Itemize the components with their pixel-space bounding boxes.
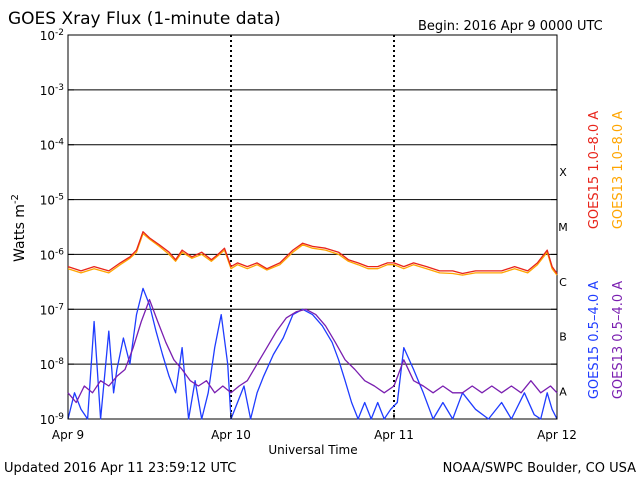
class-label-B: B (559, 331, 567, 344)
y-axis-title: Watts m-2 (10, 194, 28, 262)
xtick-label-0: Apr 9 (52, 428, 84, 442)
ytick-label--3: 10-3 (40, 83, 64, 98)
class-label-A: A (559, 386, 567, 399)
series-line-2 (67, 287, 558, 420)
flare-class-labels: X M C B A (558, 166, 568, 398)
class-label-X: X (559, 166, 567, 179)
ytick-label--9: 10-9 (40, 412, 65, 427)
legend: GOES15 1.0–8.0 A GOES13 1.0–8.0 A GOES15 0… (587, 111, 626, 399)
series-line-0 (67, 231, 558, 275)
class-label-C: C (559, 276, 567, 289)
series-layer (67, 231, 558, 420)
ytick-label--6: 10-6 (40, 247, 65, 262)
series-line-3 (67, 298, 558, 404)
ytick-label--4: 10-4 (40, 138, 65, 153)
series-line-1 (67, 232, 558, 276)
legend-entry-1: GOES13 1.0–8.0 A (611, 111, 626, 229)
day-dividers (230, 35, 395, 419)
legend-entry-2: GOES15 0.5–4.0 A (587, 281, 602, 399)
updated-timestamp: Updated 2016 Apr 11 23:59:12 UTC (4, 461, 236, 476)
gridlines (68, 89, 557, 365)
x-axis-title: Universal Time (268, 443, 357, 457)
x-ticks: Apr 9 Apr 10 Apr 11 Apr 12 (52, 413, 577, 442)
ytick-label--2: 10-2 (40, 28, 64, 43)
plot-frame (67, 34, 558, 420)
ytick-label--8: 10-8 (40, 357, 65, 372)
begin-time: Begin: 2016 Apr 9 0000 UTC (418, 19, 603, 34)
y-axis-label-exp: -2 (10, 194, 21, 204)
xtick-label-2: Apr 11 (374, 428, 414, 442)
ytick-label--7: 10-7 (40, 302, 64, 317)
chart-title: GOES Xray Flux (1-minute data) (8, 9, 281, 29)
legend-entry-0: GOES15 1.0–8.0 A (587, 111, 602, 229)
y-axis-label: Watts m (12, 204, 28, 262)
legend-entry-3: GOES13 0.5–4.0 A (611, 281, 626, 399)
svg-text:Watts m-2: Watts m-2 (10, 194, 28, 262)
xtick-label-3: Apr 12 (537, 428, 577, 442)
ytick-label--5: 10-5 (40, 193, 64, 208)
noaa-credit: NOAA/SWPC Boulder, CO USA (443, 461, 636, 476)
class-label-M: M (558, 221, 568, 234)
y-ticks: 10-2 10-3 10-4 10-5 10-6 10-7 10-8 10-9 (40, 28, 557, 427)
xtick-label-1: Apr 10 (211, 428, 251, 442)
